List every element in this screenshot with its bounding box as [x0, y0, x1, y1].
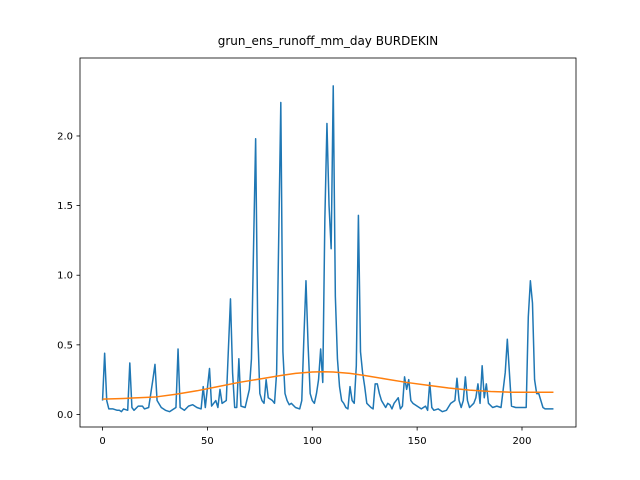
x-tick-label: 50	[201, 436, 214, 447]
y-tick-label: 1.5	[57, 201, 73, 212]
y-tick-label: 1.0	[57, 271, 73, 282]
chart-title: grun_ens_runoff_mm_day BURDEKIN	[218, 34, 439, 48]
x-tick-label: 100	[303, 436, 322, 447]
data-line	[101, 85, 554, 413]
x-tick-label: 0	[99, 436, 105, 447]
x-tick-label: 150	[408, 436, 427, 447]
y-tick-label: 0.0	[57, 410, 73, 421]
plot-frame	[79, 57, 577, 428]
y-tick-label: 2.0	[57, 131, 73, 142]
x-tick-label: 200	[512, 436, 531, 447]
data-line	[102, 370, 554, 400]
y-tick-label: 0.5	[57, 340, 73, 351]
